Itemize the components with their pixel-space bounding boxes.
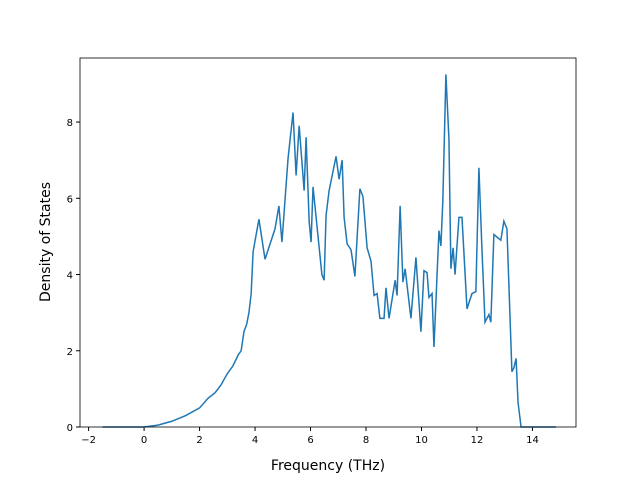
data-line xyxy=(102,74,557,428)
y-tick-label: 0 xyxy=(67,423,73,434)
y-tick-label: 4 xyxy=(67,271,73,282)
x-tick-label: 12 xyxy=(471,435,484,446)
x-tick-label: −2 xyxy=(81,435,96,446)
y-tick-label: 8 xyxy=(67,118,73,129)
x-tick-label: 6 xyxy=(307,435,313,446)
x-tick-label: 0 xyxy=(141,435,147,446)
x-tick-label: 8 xyxy=(363,435,369,446)
x-tick-label: 2 xyxy=(196,435,202,446)
plot-frame xyxy=(79,57,577,428)
y-axis-label: Density of States xyxy=(38,182,54,302)
x-tick-label: 4 xyxy=(252,435,258,446)
y-tick-label: 6 xyxy=(67,194,73,205)
x-tick-label: 10 xyxy=(415,435,428,446)
x-axis-label: Frequency (THz) xyxy=(271,458,385,474)
x-tick-label: 14 xyxy=(526,435,539,446)
y-tick-label: 2 xyxy=(67,347,73,358)
